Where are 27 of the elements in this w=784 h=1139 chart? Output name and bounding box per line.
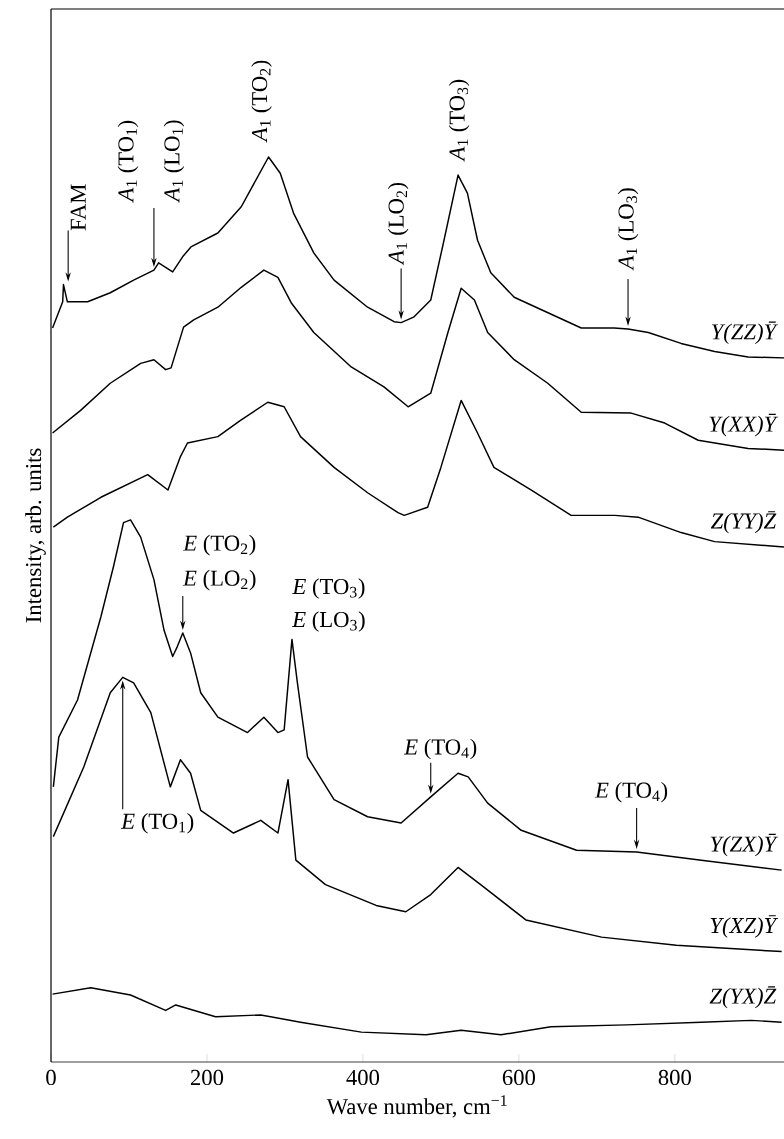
annotation: A$_{1}$ (TO$_{3}$) xyxy=(448,79,470,162)
annotation: A$_{1}$ (LO$_{1}$) xyxy=(163,120,185,203)
annotation: FAM xyxy=(70,184,86,231)
series-label: Y(XZ)Ȳ xyxy=(710,915,779,938)
annotation: A$_{1}$ (TO$_{1}$) xyxy=(117,120,139,203)
x-tick-label: 800 xyxy=(658,1069,691,1086)
series-label: Z(YX)Z̄ xyxy=(709,986,777,1009)
annotation: E (TO$_{3}$) xyxy=(292,578,365,599)
annotation: E (TO$_{4}$) xyxy=(403,738,477,760)
x-tick-label: 400 xyxy=(346,1069,380,1086)
annotation: E (TO$_{2}$) xyxy=(183,534,256,556)
annotation: A$_{1}$ (LO$_{2}$) xyxy=(387,182,409,266)
series-label: Z(YY)Z̄ xyxy=(710,511,777,534)
series-label: Y(ZZ)Ȳ xyxy=(711,321,779,345)
annotation: E (TO$_{4}$) xyxy=(594,781,668,803)
x-tick-label: 0 xyxy=(46,1069,56,1086)
x-tick-label: 600 xyxy=(502,1069,536,1086)
series-label: Y(ZX)Ȳ xyxy=(710,833,779,857)
annotation: E (TO$_{1}$) xyxy=(120,812,194,834)
series-label: Y(XX)Ȳ xyxy=(709,413,779,437)
annotation: E (LO$_{3}$) xyxy=(291,611,365,632)
x-axis-title: Wave number, cm$^{−1}$ xyxy=(326,1095,507,1118)
y-axis-title: Intensity, arb. units xyxy=(25,448,46,623)
annotation: A$_{1}$ (TO$_{2}$) xyxy=(251,60,272,143)
x-tick-label: 200 xyxy=(190,1069,224,1086)
annotation: E (LO$_{2}$) xyxy=(182,569,256,591)
annotation: A$_{1}$ (LO$_{3}$) xyxy=(617,188,639,271)
